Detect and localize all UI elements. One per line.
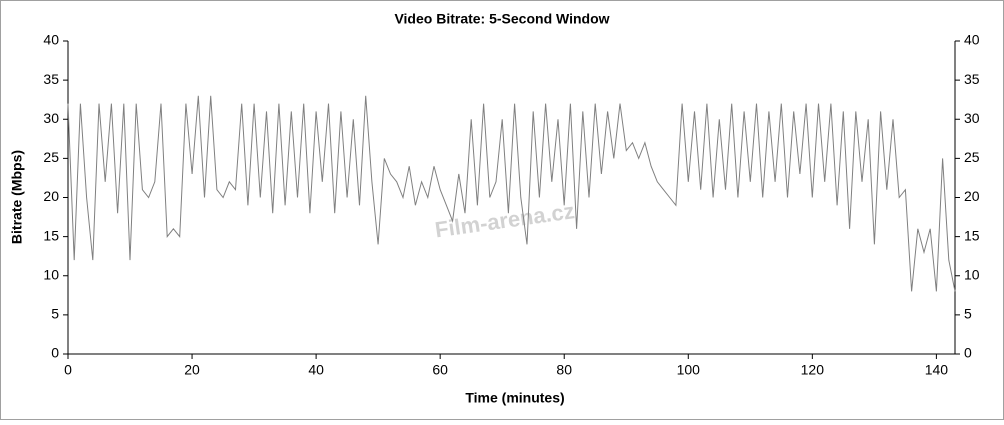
x-tick-label: 80 [556, 362, 572, 378]
y2-tick-label: 40 [964, 32, 980, 48]
x-tick-label: 140 [925, 362, 949, 378]
y-tick-label: 5 [51, 306, 59, 322]
y-tick-label: 20 [43, 188, 59, 204]
x-axis-label: Time (minutes) [465, 390, 564, 406]
y-tick-label: 40 [43, 32, 59, 48]
chart-title: Video Bitrate: 5-Second Window [394, 11, 609, 27]
y-tick-label: 35 [43, 71, 59, 87]
y-tick-label: 10 [43, 266, 59, 282]
y2-tick-label: 5 [964, 306, 972, 322]
y2-tick-label: 20 [964, 188, 980, 204]
y2-tick-label: 15 [964, 227, 980, 243]
y-tick-label: 25 [43, 149, 59, 165]
y2-tick-label: 0 [964, 345, 972, 361]
y-tick-label: 0 [51, 345, 59, 361]
y2-tick-label: 10 [964, 266, 980, 282]
y2-tick-label: 35 [964, 71, 980, 87]
x-tick-label: 40 [308, 362, 324, 378]
y2-tick-label: 25 [964, 149, 980, 165]
data-line [67, 95, 956, 292]
y-axis-label: Bitrate (Mbps) [9, 150, 25, 244]
x-tick-label: 0 [64, 362, 72, 378]
y-tick-label: 30 [43, 110, 59, 126]
x-tick-label: 20 [184, 362, 200, 378]
x-tick-label: 120 [801, 362, 825, 378]
y-tick-label: 15 [43, 227, 59, 243]
x-tick-label: 100 [677, 362, 701, 378]
x-tick-label: 60 [432, 362, 448, 378]
y2-tick-label: 30 [964, 110, 980, 126]
